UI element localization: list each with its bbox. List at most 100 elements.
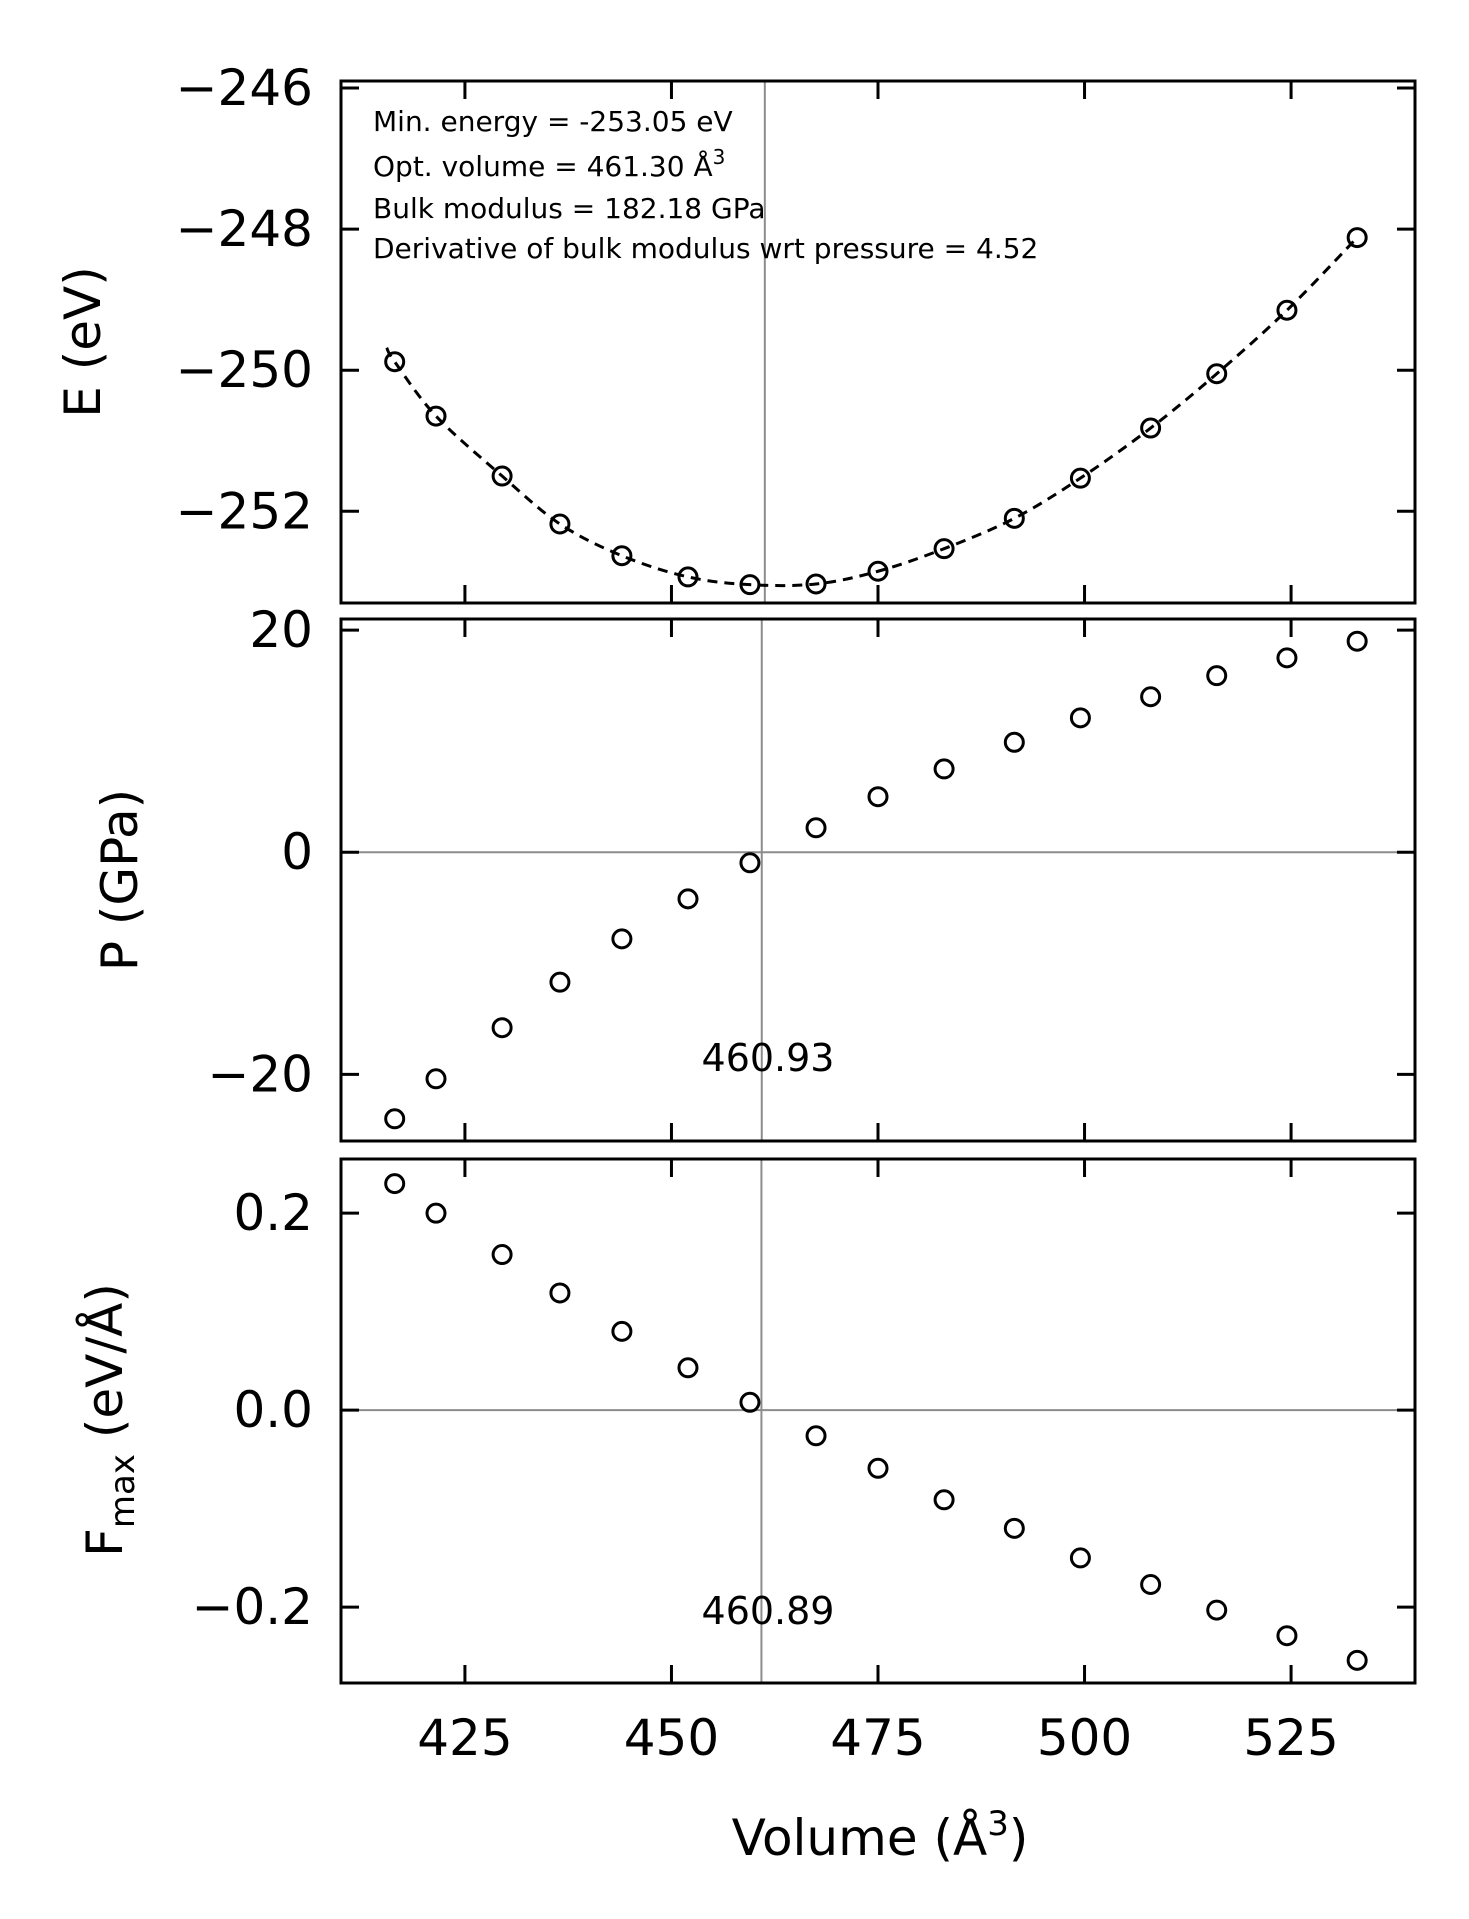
energy-point	[1003, 507, 1025, 529]
annotation-bulk-derivative: Derivative of bulk modulus wrt pressure …	[373, 232, 1038, 265]
pressure-point	[1276, 647, 1298, 669]
annotation-min-energy: Min. energy = -253.05 eV	[373, 105, 733, 138]
x-tick-label: 500	[1037, 1709, 1132, 1767]
energy-point	[1069, 467, 1091, 489]
force-point	[549, 1282, 571, 1304]
pressure-ytick-label: 20	[249, 601, 313, 659]
force-point	[384, 1173, 406, 1195]
energy-panel: −246 −248 −250 −252 E (eV) Min. energy = -2…	[54, 59, 1417, 605]
energy-ylabel: E (eV)	[54, 266, 112, 417]
energy-ticks	[341, 81, 1415, 603]
pressure-point	[677, 888, 699, 910]
force-tick-labels: 0.2 0.0 −0.2	[192, 1184, 313, 1636]
pressure-points	[384, 630, 1368, 1130]
force-ylabel-sub: max	[103, 1454, 143, 1528]
pressure-ytick-label: 0	[281, 823, 313, 881]
energy-point	[1346, 227, 1368, 249]
force-points	[384, 1173, 1368, 1671]
pressure-point	[611, 928, 633, 950]
energy-ytick-label: −252	[176, 482, 313, 540]
energy-point	[1206, 363, 1228, 385]
pressure-point	[1346, 630, 1368, 652]
pressure-point	[933, 758, 955, 780]
force-vline-label: 460.89	[702, 1589, 835, 1633]
energy-ytick-label: −248	[176, 200, 313, 258]
energy-ytick-label: −250	[176, 341, 313, 399]
force-reference-lines	[341, 1159, 1415, 1683]
x-tick-label: 450	[624, 1709, 719, 1767]
force-ylabel-rest: (eV/Å)	[76, 1283, 134, 1454]
energy-point	[491, 465, 513, 487]
force-point	[805, 1425, 827, 1447]
pressure-vline-label: 460.93	[702, 1036, 835, 1080]
x-tick-label: 425	[417, 1709, 512, 1767]
annotation-bulk-modulus: Bulk modulus = 182.18 GPa	[373, 192, 766, 225]
pressure-point	[1140, 686, 1162, 708]
x-tick-label: 525	[1243, 1709, 1338, 1767]
pressure-axes-frame	[339, 617, 1417, 1143]
force-point	[1346, 1649, 1368, 1671]
force-ytick-label: 0.0	[233, 1381, 313, 1439]
energy-point	[677, 566, 699, 588]
energy-point	[549, 513, 571, 535]
energy-point	[1140, 417, 1162, 439]
force-point	[425, 1202, 447, 1224]
pressure-panel: 20 0 −20 P (GPa) 460.93	[91, 601, 1417, 1143]
energy-points	[384, 227, 1368, 596]
force-point	[1003, 1517, 1025, 1539]
pressure-ytick-label: −20	[207, 1045, 313, 1103]
force-panel: 0.2 0.0 −0.2 Fmax (eV/Å) 460.89	[76, 1157, 1417, 1685]
x-tick-labels: 425 450 475 500 525	[417, 1709, 1339, 1767]
pressure-point	[739, 852, 761, 874]
force-ylabel: Fmax (eV/Å)	[76, 1283, 143, 1557]
energy-point	[933, 538, 955, 560]
pressure-point	[1069, 707, 1091, 729]
force-point	[677, 1357, 699, 1379]
pressure-point	[491, 1017, 513, 1039]
annotation-opt-volume: Opt. volume = 461.30 Å3	[373, 145, 725, 183]
energy-fit-line	[385, 236, 1359, 588]
pressure-tick-labels: 20 0 −20	[207, 601, 313, 1103]
energy-point	[867, 560, 889, 582]
energy-fit-curve	[385, 236, 1359, 588]
force-point	[1276, 1625, 1298, 1647]
force-point	[1206, 1599, 1228, 1621]
force-ticks	[341, 1159, 1415, 1683]
force-point	[933, 1489, 955, 1511]
force-point	[867, 1457, 889, 1479]
energy-point	[1276, 299, 1298, 321]
energy-tick-labels: −246 −248 −250 −252	[176, 59, 313, 540]
pressure-point	[384, 1108, 406, 1130]
energy-point	[611, 545, 633, 567]
annotation-opt-volume-sup: 3	[713, 145, 726, 169]
force-ytick-label: −0.2	[192, 1578, 313, 1636]
pressure-point	[425, 1068, 447, 1090]
force-point	[1069, 1547, 1091, 1569]
force-axes-frame	[339, 1157, 1417, 1685]
energy-point	[425, 405, 447, 427]
pressure-point	[867, 786, 889, 808]
pressure-ylabel: P (GPa)	[91, 789, 149, 971]
pressure-reference-lines	[341, 619, 1415, 1141]
pressure-point	[549, 971, 571, 993]
energy-ytick-label: −246	[176, 59, 313, 117]
force-point	[739, 1391, 761, 1413]
force-point	[1140, 1574, 1162, 1596]
force-point	[611, 1320, 633, 1342]
pressure-point	[1003, 731, 1025, 753]
x-tick-label: 475	[830, 1709, 925, 1767]
x-axis-label: Volume (Å3)	[732, 1804, 1029, 1867]
pressure-ticks	[341, 619, 1415, 1141]
pressure-point	[805, 817, 827, 839]
force-point	[491, 1244, 513, 1266]
x-axis-label-sup: 3	[987, 1804, 1009, 1844]
energy-point	[384, 351, 406, 373]
pressure-point	[1206, 665, 1228, 687]
force-ytick-label: 0.2	[233, 1184, 313, 1242]
energy-annotations: Min. energy = -253.05 eV Opt. volume = 4…	[373, 105, 1038, 265]
energy-point	[739, 574, 761, 596]
energy-point	[805, 573, 827, 595]
energy-axes-frame	[339, 79, 1417, 605]
